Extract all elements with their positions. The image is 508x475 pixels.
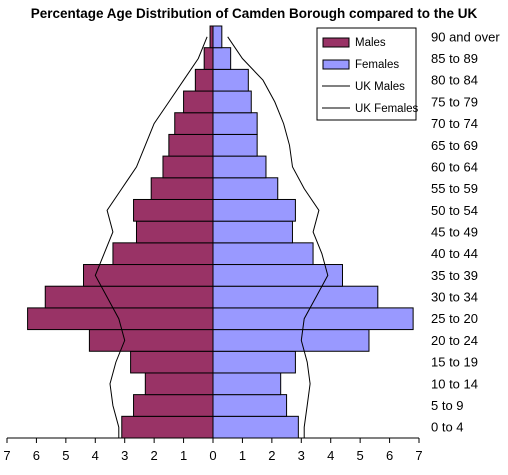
bar-males-75-to-79 — [183, 90, 214, 114]
category-label-25-to-20: 25 to 20 — [431, 311, 478, 326]
x-tick-label: 6 — [33, 448, 40, 463]
bar-males-45-to-49 — [135, 220, 214, 244]
bar-females-65-to-69 — [212, 133, 258, 157]
category-label-55-to-59: 55 to 59 — [431, 181, 478, 196]
category-label-60-to-64: 60 to 64 — [431, 159, 478, 174]
x-tick-label: 5 — [62, 448, 69, 463]
bar-females-5-to-9 — [212, 394, 288, 417]
bar-males-70-to-74 — [174, 112, 214, 135]
x-tick-label: 4 — [92, 448, 99, 463]
category-label-15-to-19: 15 to 19 — [431, 355, 478, 370]
bar-females-70-to-74 — [212, 112, 258, 135]
bar-males-55-to-59 — [150, 177, 214, 200]
bar-males-35-to-39 — [83, 264, 214, 287]
x-tick-label: 4 — [327, 448, 334, 463]
bar-females-15-to-19 — [212, 350, 296, 374]
category-label-70-to-74: 70 to 74 — [431, 116, 478, 131]
category-label-35-to-39: 35 to 39 — [431, 268, 478, 283]
x-tick-label: 0 — [209, 448, 216, 463]
bar-females-10-to-14 — [212, 372, 282, 396]
bar-males-20-to-24 — [88, 329, 214, 352]
bar-females-40-to-44 — [212, 242, 314, 266]
category-label-45-to-49: 45 to 49 — [431, 225, 478, 240]
bar-males-80-to-84 — [194, 68, 214, 92]
category-label-0-to-4: 0 to 4 — [431, 420, 464, 435]
legend-label-uk-males: UK Males — [355, 81, 405, 93]
bar-females-0-to-4 — [212, 415, 299, 439]
x-tick-label: 1 — [180, 448, 187, 463]
legend-label-females: Females — [355, 59, 399, 71]
bar-females-45-to-49 — [212, 220, 293, 244]
bar-males-65-to-69 — [168, 133, 214, 157]
legend-label-males: Males — [355, 37, 386, 49]
category-label-40-to-44: 40 to 44 — [431, 246, 478, 261]
legend: Males Females UK Males UK Females — [316, 27, 419, 121]
x-axis: 7 6 5 4 3 2 1 0 1 2 3 4 5 6 7 — [3, 437, 423, 463]
x-tick-label: 5 — [357, 448, 364, 463]
category-label-5-to-9: 5 to 9 — [431, 398, 464, 413]
x-tick-label: 1 — [239, 448, 246, 463]
chart-title: Percentage Age Distribution of Camden Bo… — [31, 6, 478, 21]
category-label-20-to-24: 20 to 24 — [431, 333, 478, 348]
bar-males-15-to-19 — [130, 350, 214, 374]
bar-females-85-to-89 — [212, 47, 232, 70]
bar-females-55-to-59 — [212, 177, 279, 200]
x-tick-label: 7 — [3, 448, 10, 463]
bar-females-50-to-54 — [212, 198, 296, 222]
legend-swatch-males — [322, 37, 350, 48]
bar-males-85-to-89 — [203, 47, 214, 70]
x-tick-label: 3 — [121, 448, 128, 463]
legend-swatch-females — [322, 59, 350, 70]
line-uk-males — [94, 36, 208, 438]
bar-males-40-to-44 — [112, 242, 214, 266]
bar-females-35-to-39 — [212, 264, 343, 287]
bar-males-50-to-54 — [133, 198, 214, 222]
category-label-10-to-14: 10 to 14 — [431, 376, 478, 391]
category-label-90-and-over: 90 and over — [431, 29, 500, 44]
x-tick-label: 2 — [268, 448, 275, 463]
category-label-65-to-69: 65 to 69 — [431, 138, 478, 153]
bar-females-90-and-over — [212, 25, 223, 49]
bar-males-5-to-9 — [133, 394, 214, 417]
bar-females-75-to-79 — [212, 90, 252, 114]
category-label-85-to-89: 85 to 89 — [431, 51, 478, 66]
x-tick-label: 3 — [298, 448, 305, 463]
bar-females-80-to-84 — [212, 68, 249, 92]
x-tick-label: 2 — [151, 448, 158, 463]
bar-females-20-to-24 — [212, 329, 370, 352]
x-tick-label: 6 — [386, 448, 393, 463]
bar-males-60-to-64 — [162, 155, 214, 179]
bar-males-25-to-20 — [27, 307, 214, 331]
category-label-80-to-84: 80 to 84 — [431, 73, 478, 88]
bar-females-30-to-34 — [212, 285, 379, 309]
legend-label-uk-females: UK Females — [355, 103, 419, 115]
x-tick-label: 7 — [415, 448, 422, 463]
bar-males-0-to-4 — [121, 415, 214, 439]
bar-males-30-to-34 — [44, 285, 214, 309]
category-label-75-to-79: 75 to 79 — [431, 94, 478, 109]
bar-females-60-to-64 — [212, 155, 267, 179]
plot-area — [27, 25, 414, 439]
bar-males-10-to-14 — [144, 372, 214, 396]
bar-females-25-to-20 — [212, 307, 414, 331]
category-labels: 0 to 4 5 to 9 10 to 14 15 to 19 20 to 24 25 t… — [431, 29, 500, 434]
category-label-30-to-34: 30 to 34 — [431, 290, 478, 305]
line-uk-females — [227, 36, 329, 438]
category-label-50-to-54: 50 to 54 — [431, 203, 478, 218]
